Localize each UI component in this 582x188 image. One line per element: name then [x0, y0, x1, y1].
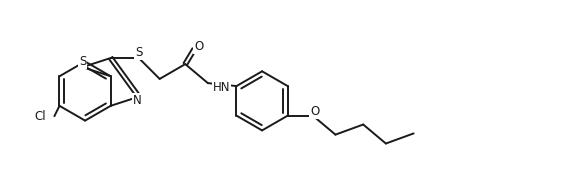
Text: N: N: [133, 94, 141, 107]
Text: S: S: [79, 55, 86, 68]
Text: O: O: [310, 105, 320, 118]
Text: S: S: [135, 45, 143, 59]
Text: Cl: Cl: [34, 110, 45, 123]
Text: O: O: [194, 40, 204, 53]
Text: HN: HN: [213, 81, 230, 94]
